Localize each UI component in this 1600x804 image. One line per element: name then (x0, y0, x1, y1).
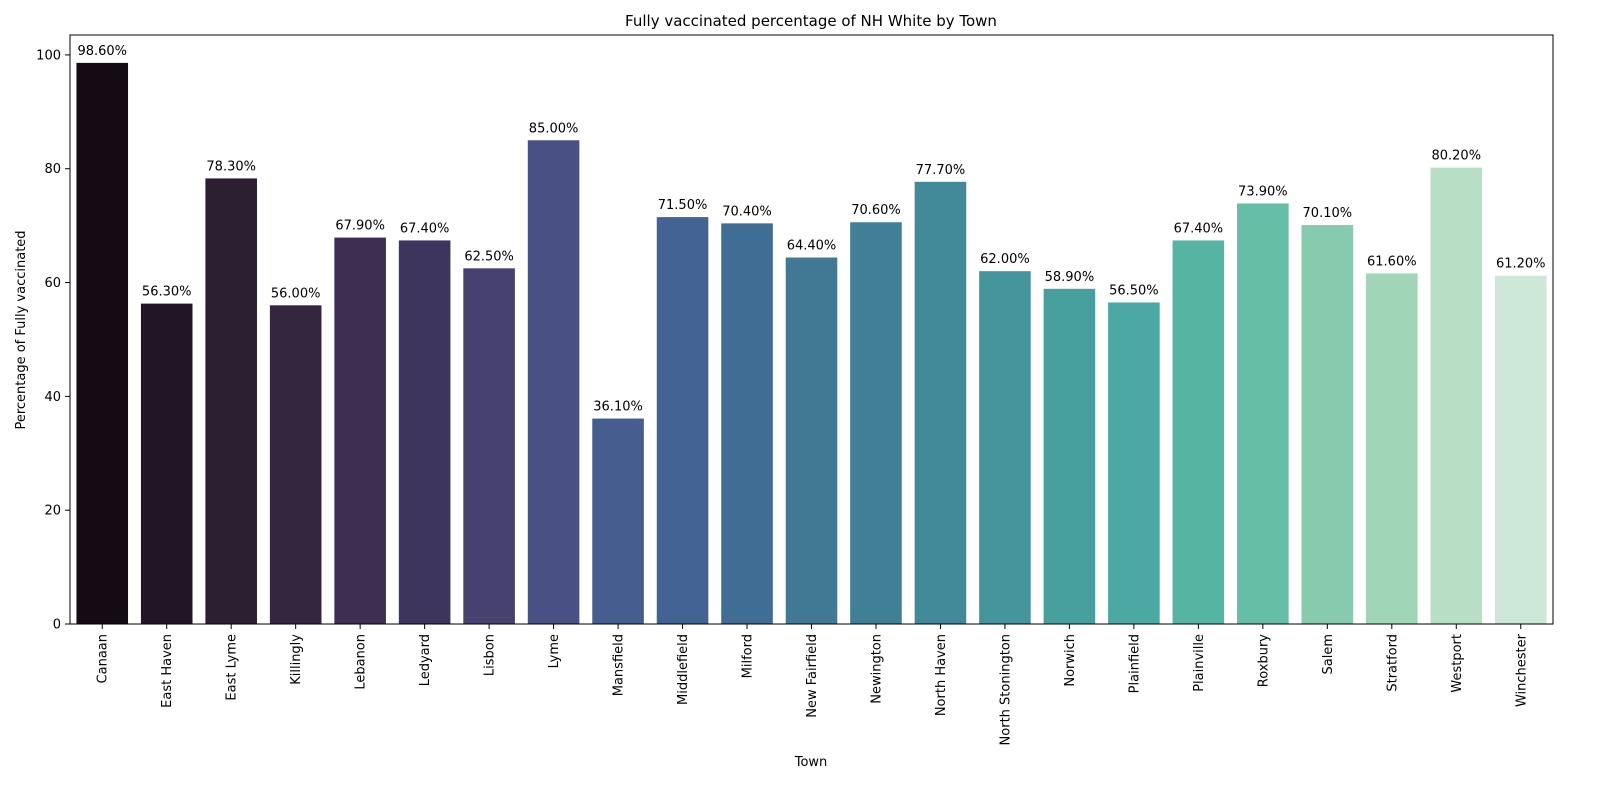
data-label: 56.50% (1109, 283, 1159, 298)
data-label: 62.50% (464, 249, 514, 264)
data-label: 64.40% (787, 239, 837, 254)
bar (269, 305, 322, 624)
data-label: 67.90% (335, 219, 385, 234)
data-label: 70.10% (1303, 206, 1353, 221)
data-label: 58.90% (1045, 270, 1095, 285)
bar (592, 418, 644, 624)
bar (721, 223, 773, 624)
x-tick-label: Lisbon (483, 634, 498, 676)
x-tick-label: Norwich (1063, 634, 1078, 687)
data-label: 73.90% (1238, 184, 1288, 199)
bar (1108, 302, 1160, 624)
bar (1301, 225, 1354, 624)
x-tick-label: Killingly (289, 634, 304, 685)
data-label: 85.00% (529, 121, 579, 136)
data-label: 98.60% (77, 44, 127, 59)
x-tick-label: East Lyme (225, 634, 240, 701)
data-label: 67.40% (400, 221, 450, 236)
data-label: 61.20% (1496, 257, 1546, 272)
x-tick-label: Newington (869, 634, 884, 704)
bar (1494, 275, 1547, 624)
y-tick-label: 100 (36, 48, 61, 63)
bar (1366, 273, 1418, 624)
x-tick-label: Westport (1450, 634, 1465, 693)
chart-title: Fully vaccinated percentage of NH White … (625, 12, 997, 30)
x-tick-label: Roxbury (1256, 634, 1271, 688)
x-tick-label: Plainville (1192, 634, 1207, 692)
data-label: 70.60% (851, 203, 901, 218)
y-tick-label: 40 (44, 390, 61, 405)
y-tick-label: 80 (44, 162, 61, 177)
data-labels-group: 98.60% 56.30% 78.30% 56.00% 67.90% 67.40% 62.5… (77, 44, 1545, 415)
bar (1043, 288, 1096, 624)
x-tick-label: North Stonington (998, 634, 1013, 745)
x-tick-label: Ledyard (418, 634, 433, 686)
bar (785, 257, 838, 624)
data-label: 62.00% (980, 252, 1030, 267)
x-tick-label: Winchester (1514, 633, 1529, 707)
x-tick-label: North Haven (934, 634, 949, 716)
bar (850, 222, 902, 624)
bar (1430, 167, 1483, 624)
data-label: 67.40% (1174, 221, 1224, 236)
x-tick-label: Plainfield (1127, 634, 1142, 693)
data-label: 36.10% (593, 400, 643, 415)
x-tick-label: Salem (1321, 634, 1336, 675)
bar (463, 268, 515, 624)
bar (76, 62, 129, 625)
y-axis: 0 20 40 60 80 100 (36, 48, 70, 633)
bars-group (76, 62, 1547, 625)
x-tick-label: New Fairfield (805, 634, 820, 718)
data-label: 56.30% (142, 285, 192, 300)
data-label: 61.60% (1367, 254, 1417, 269)
x-tick-label: Stratford (1385, 634, 1400, 692)
x-tick-label: Middlefield (676, 634, 691, 705)
bar (140, 303, 193, 624)
bar (656, 217, 709, 625)
data-label: 77.70% (916, 163, 966, 178)
data-label: 71.50% (658, 198, 708, 213)
x-tick-label: Lebanon (354, 634, 369, 690)
bar (979, 271, 1031, 624)
bar (1237, 203, 1289, 624)
x-axis: Canaan East Haven East Lyme Killingly Lebano… (96, 624, 1529, 745)
bar (1172, 240, 1225, 624)
x-tick-label: Mansfield (612, 634, 627, 696)
data-label: 70.40% (722, 204, 772, 219)
y-tick-label: 60 (44, 276, 61, 291)
data-label: 80.20% (1431, 149, 1481, 164)
data-label: 56.00% (271, 286, 321, 301)
bar (527, 140, 580, 624)
y-tick-label: 0 (53, 618, 61, 633)
x-axis-label: Town (794, 755, 828, 770)
x-tick-label: Lyme (547, 634, 562, 668)
y-axis-label: Percentage of Fully vaccinated (14, 230, 29, 429)
x-tick-label: Milford (741, 634, 756, 678)
x-tick-label: East Haven (160, 634, 175, 708)
y-tick-label: 20 (44, 504, 61, 519)
bar (398, 240, 451, 624)
data-label: 78.30% (206, 159, 256, 174)
bar (334, 237, 386, 624)
bar (914, 181, 967, 624)
x-tick-label: Canaan (96, 634, 111, 683)
bar (205, 178, 257, 624)
